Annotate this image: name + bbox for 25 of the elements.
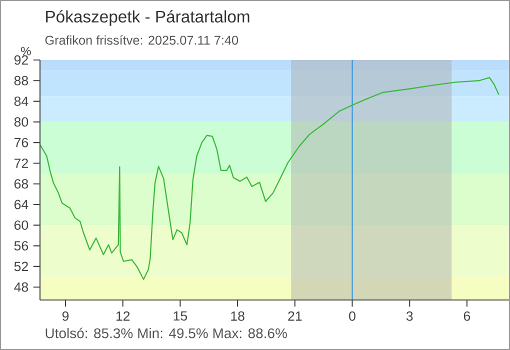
x-tick-label: 0	[349, 311, 356, 321]
y-tick-label: 68	[14, 179, 28, 189]
x-tick-label: 6	[464, 311, 470, 321]
y-tick-label: 60	[14, 220, 28, 230]
y-tick-label: 72	[14, 158, 28, 168]
y-tick-label: 92	[14, 55, 28, 65]
y-tick-label: 80	[14, 117, 28, 127]
x-tick-label: 12	[116, 311, 130, 321]
y-axis-title: %	[21, 46, 31, 56]
y-tick-label: 88	[14, 76, 28, 86]
text: Utolsó: 85.3% Min: 49.5% Max: 88.6%	[46, 328, 287, 338]
x-tick-label: 3	[406, 311, 413, 321]
y-tick-label: 48	[14, 282, 28, 292]
y-tick-label: 64	[14, 200, 28, 210]
chart-title: Pókaszepetk - Páratartalom	[46, 10, 250, 26]
x-tick-label: 21	[288, 311, 302, 321]
y-tick-label: 84	[14, 96, 28, 106]
x-tick-label: 15	[174, 311, 188, 321]
y-tick-label: 52	[14, 262, 28, 272]
y-tick-label: 56	[14, 241, 28, 251]
chart-subtitle: Grafikon frissítve: 2025.07.11 7:40	[45, 35, 238, 45]
line-series	[40, 76, 500, 280]
x-tick-label: 9	[62, 311, 69, 321]
x-tick-label: 18	[231, 311, 244, 321]
y-tick-label: 76	[14, 138, 28, 148]
